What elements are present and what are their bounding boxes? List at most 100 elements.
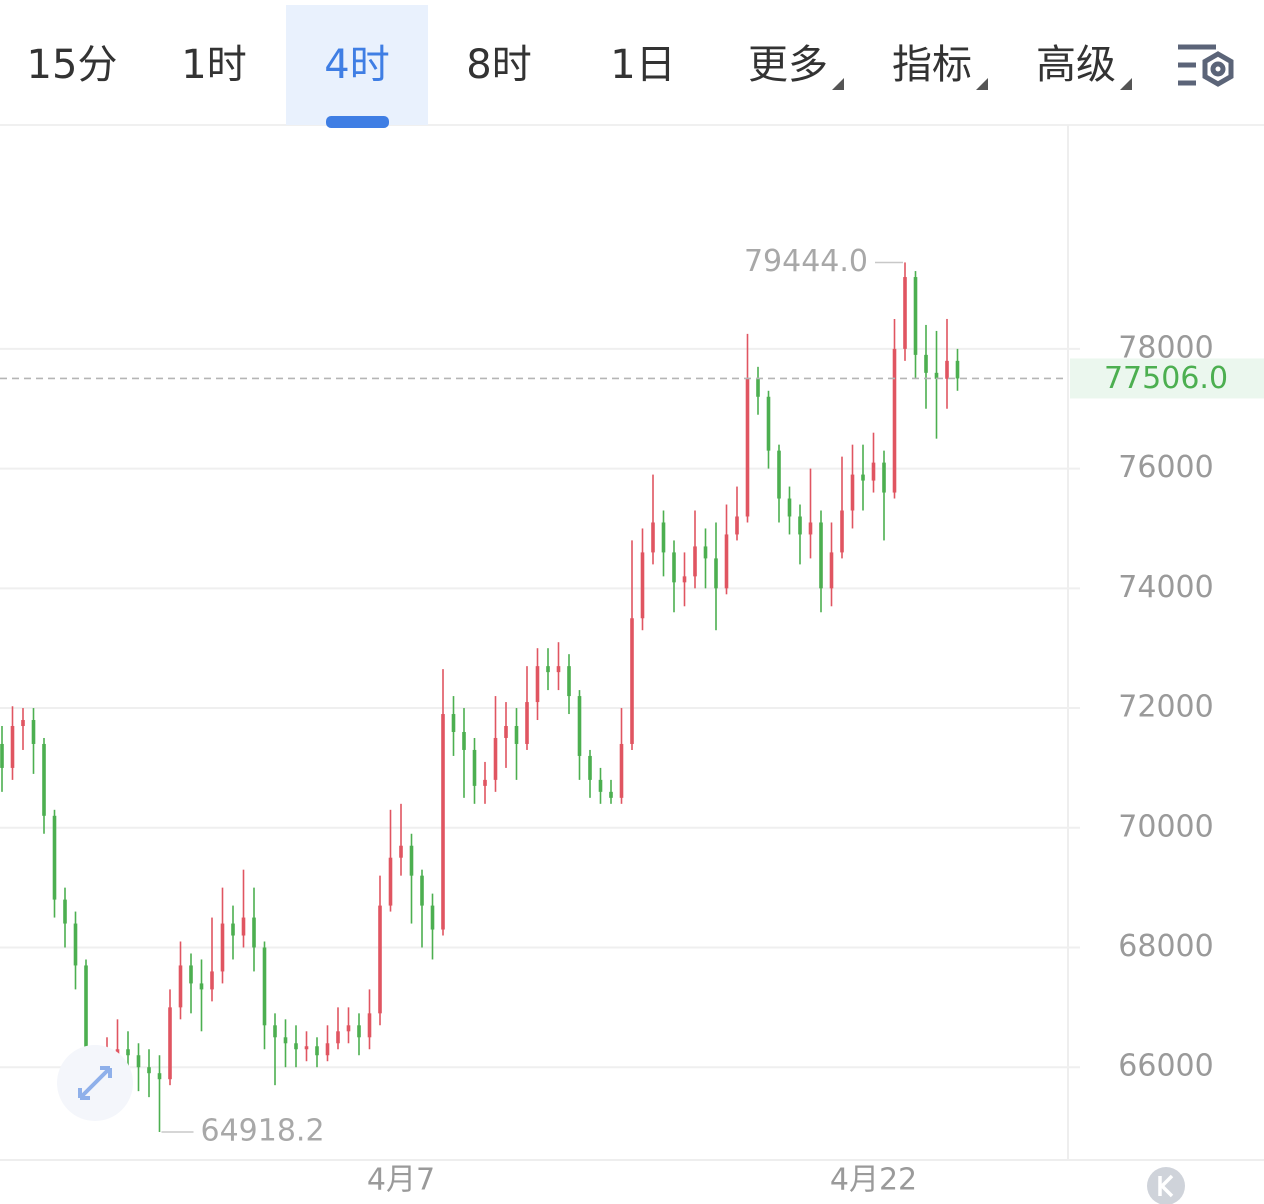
tab[interactable]: 15分 (27, 42, 118, 88)
candle-body (357, 1025, 361, 1038)
candle-body (168, 1007, 172, 1080)
plot: 77506.0 79444.0 64918.2 (0, 244, 1264, 1148)
y-tick-label: 76000 (1118, 450, 1213, 485)
menu[interactable]: 指标 (892, 42, 972, 88)
candle-body (546, 666, 550, 673)
candle-body (115, 1049, 120, 1056)
expand-button[interactable] (57, 1045, 133, 1121)
candle-body (262, 947, 267, 1026)
candle-body (892, 348, 897, 493)
candle-body (472, 749, 477, 786)
candle-body (252, 917, 256, 948)
candle-body (714, 558, 718, 589)
candle-body (399, 845, 403, 858)
candle-body (10, 726, 15, 768)
candle-body (157, 1073, 162, 1080)
y-tick-label: 72000 (1118, 690, 1213, 725)
candle-body (735, 516, 739, 535)
menu-arrow (832, 78, 844, 90)
settings-icon[interactable] (1178, 44, 1234, 87)
candle-body (52, 815, 57, 900)
y-tick-label: 68000 (1118, 929, 1213, 964)
toolbar-bg (0, 0, 1264, 125)
candle-body (661, 522, 666, 553)
candle-body (819, 522, 823, 589)
candle-body (882, 462, 886, 493)
candle-body (945, 360, 949, 379)
candle-body (367, 1013, 372, 1038)
candle-body (441, 714, 445, 930)
menu-arrow (1120, 78, 1132, 90)
high-annotation: 79444.0 (744, 244, 868, 279)
candle-body (903, 277, 907, 349)
menu-arrow (976, 78, 988, 90)
candle-body (231, 923, 235, 936)
candle-body (556, 666, 561, 673)
candle-body (283, 1037, 288, 1044)
candle-body (630, 618, 634, 744)
candle-body (147, 1067, 151, 1074)
active-tab-indicator (326, 116, 389, 128)
candle-body (136, 1055, 141, 1068)
candle-body (651, 522, 655, 553)
candle-body (840, 510, 844, 553)
candle-body (315, 1046, 319, 1056)
candle-body (808, 522, 813, 535)
candle-body (850, 474, 855, 511)
candle-body (294, 1043, 298, 1050)
menu[interactable]: 更多 (748, 42, 828, 88)
tab[interactable]: 1时 (181, 42, 246, 88)
candle-body (420, 875, 424, 906)
tab[interactable]: 8时 (466, 42, 531, 88)
candle-body (829, 552, 834, 589)
candle-body (598, 779, 603, 792)
kline-button[interactable] (1147, 1167, 1185, 1204)
last-price-label: 77506.0 (1104, 361, 1228, 396)
candle-body (31, 720, 36, 744)
low-annotation: 64918.2 (201, 1113, 325, 1148)
candle-body (682, 576, 687, 583)
candle-body (955, 360, 960, 379)
candle-body (703, 546, 708, 559)
candle-body (63, 899, 67, 924)
candle-body (304, 1046, 309, 1050)
candle-body (199, 983, 204, 990)
candle-body (430, 905, 435, 930)
candle-body (504, 726, 508, 738)
candle-body (693, 546, 697, 577)
candle-body (241, 917, 246, 936)
candle-body (724, 534, 729, 589)
candle-body (913, 277, 918, 355)
candle-body (567, 666, 571, 697)
candle-body (378, 905, 382, 1014)
candle-body (483, 779, 487, 786)
tab[interactable]: 1日 (610, 42, 675, 88)
candle-body (924, 354, 928, 373)
menu[interactable]: 高级 (1036, 42, 1116, 88)
candle-body (640, 552, 645, 619)
candle-body (577, 696, 582, 756)
active-tab-bg (286, 5, 428, 125)
candle-body (514, 726, 519, 744)
tab[interactable]: 4时 (324, 42, 389, 88)
candle-body (409, 845, 414, 876)
y-tick-label: 66000 (1118, 1049, 1213, 1084)
x-tick-label: 4月7 (367, 1163, 435, 1198)
candle-body (525, 702, 529, 744)
candle-body (535, 666, 540, 703)
candle-body (42, 743, 46, 816)
candle-body (0, 743, 4, 768)
candle-body (871, 462, 876, 481)
candle-body (189, 965, 193, 984)
candle-body (21, 720, 25, 727)
last-price-bg (1070, 358, 1264, 399)
candle-body (388, 857, 393, 906)
candle-body (462, 731, 466, 750)
candle-body (210, 971, 214, 990)
candle-body (325, 1043, 330, 1056)
candle-body (756, 378, 760, 397)
toolbar: 15分 1时 4时 8时 1日 更多 指标 高级 (27, 5, 1132, 128)
candle-body (73, 923, 78, 966)
